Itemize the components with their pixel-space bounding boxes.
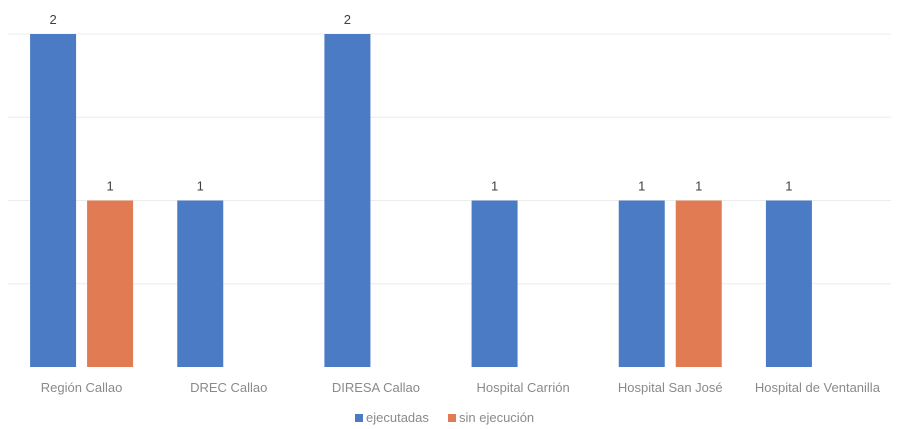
category-label-5: Hospital de Ventanilla — [755, 380, 881, 395]
category-label-3: Hospital Carrión — [476, 380, 569, 395]
data-label-ejecutadas-0: 2 — [49, 12, 56, 27]
bar-sin-ejecución-4 — [675, 200, 722, 367]
legend-label-1: sin ejecución — [459, 410, 534, 425]
data-labels: 2 1 1 2 1 1 1 1 — [49, 12, 792, 194]
category-label-0: Región Callao — [41, 380, 123, 395]
gridlines — [8, 33, 891, 285]
data-label-sin-ejecución-0: 1 — [106, 179, 113, 194]
data-label-ejecutadas-2: 2 — [344, 12, 351, 27]
bars — [30, 34, 812, 367]
category-label-4: Hospital San José — [618, 380, 723, 395]
bar-ejecutadas-0 — [30, 34, 77, 367]
data-label-ejecutadas-3: 1 — [491, 179, 498, 194]
data-label-ejecutadas-4: 1 — [638, 179, 645, 194]
legend-label-0: ejecutadas — [366, 410, 429, 425]
legend: ejecutadas sin ejecución — [355, 410, 534, 425]
category-label-2: DIRESA Callao — [332, 380, 420, 395]
category-label-1: DREC Callao — [190, 380, 267, 395]
data-label-sin-ejecución-4: 1 — [695, 179, 702, 194]
category-labels: Región Callao DREC Callao DIRESA Callao Hos… — [41, 380, 881, 395]
bar-ejecutadas-1 — [177, 200, 224, 367]
bar-ejecutadas-3 — [471, 200, 518, 367]
bar-ejecutadas-5 — [765, 200, 812, 367]
bar-ejecutadas-2 — [324, 34, 371, 367]
legend-swatch-1 — [448, 414, 456, 422]
bar-sin-ejecución-0 — [87, 200, 134, 367]
data-label-ejecutadas-5: 1 — [785, 179, 792, 194]
legend-swatch-0 — [355, 414, 363, 422]
data-label-ejecutadas-1: 1 — [197, 179, 204, 194]
bar-ejecutadas-4 — [618, 200, 665, 367]
